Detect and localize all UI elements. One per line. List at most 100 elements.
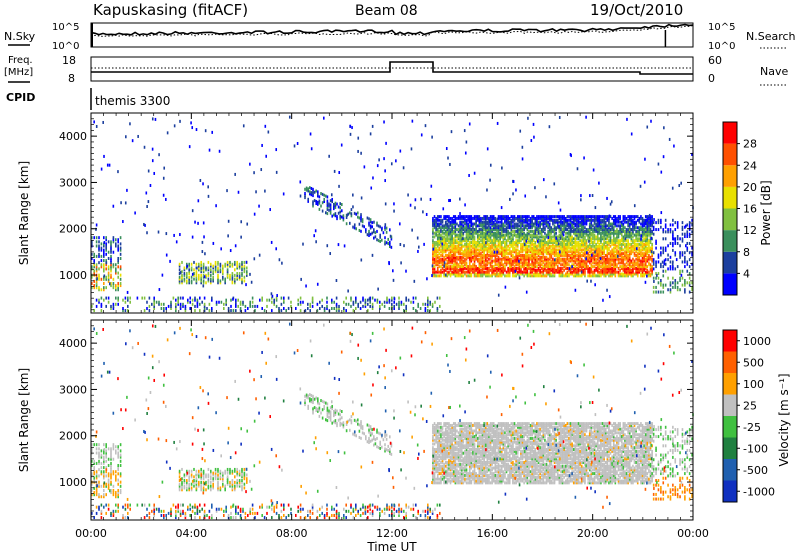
power-cell (643, 218, 645, 222)
power-cell (249, 302, 251, 306)
power-cell (590, 248, 593, 252)
power-cell (478, 265, 481, 269)
power-cell (526, 255, 529, 259)
power-cell (465, 231, 468, 235)
power-cell (449, 224, 452, 228)
power-cell (569, 241, 572, 245)
power-cell (558, 270, 561, 274)
power-cell (107, 265, 110, 269)
power-cell (627, 215, 629, 219)
power-cell (553, 228, 556, 232)
power-cell (269, 208, 271, 212)
power-cell (480, 233, 482, 237)
power-cell (646, 255, 649, 259)
power-cell (582, 231, 585, 235)
power-cell (547, 265, 549, 269)
power-cell (612, 266, 615, 270)
power-cell (488, 244, 490, 248)
power-cell (241, 273, 243, 277)
power-cell (641, 218, 644, 222)
power-cell (609, 239, 612, 243)
power-cell (537, 224, 540, 228)
power-cell (369, 224, 372, 228)
power-cell (584, 241, 586, 245)
power-cell (472, 263, 474, 267)
power-cell (579, 246, 581, 250)
power-cell (561, 237, 564, 241)
power-cell (454, 216, 457, 220)
power-cell (405, 309, 407, 313)
power-cell (564, 228, 567, 232)
power-cell (648, 274, 650, 278)
power-cell (534, 259, 537, 263)
power-cell (497, 226, 500, 230)
power-cell (539, 231, 541, 235)
power-cell (444, 215, 447, 219)
power-cell (504, 261, 506, 265)
power-cell (470, 252, 473, 256)
power-cell (93, 309, 95, 313)
power-cell (612, 246, 615, 250)
power-cell (572, 268, 575, 272)
power-cell (550, 229, 553, 233)
power-cell (492, 226, 495, 230)
power-cell (465, 220, 468, 224)
power-cell (691, 285, 693, 289)
power-cell (672, 237, 675, 241)
power-cell (486, 241, 489, 245)
power-cell (385, 226, 388, 230)
power-cell (432, 268, 434, 272)
power-cell (489, 274, 492, 278)
power-cell (532, 235, 535, 239)
power-cell (504, 268, 506, 272)
power-cell (438, 239, 441, 243)
station-title: Kapuskasing (fitACF) (93, 1, 248, 19)
power-cell (465, 257, 468, 261)
power-cell (513, 246, 516, 250)
power-cell (611, 242, 613, 246)
power-cell (609, 215, 612, 219)
power-cell (496, 220, 498, 224)
power-cell (657, 228, 660, 232)
power-cell (516, 215, 519, 219)
power-cell (208, 302, 211, 306)
power-cell (197, 268, 200, 272)
power-cell (516, 216, 519, 220)
power-cell (433, 250, 436, 254)
power-cell (299, 194, 302, 198)
power-cell (601, 244, 604, 248)
power-cell (456, 266, 458, 270)
power-cell (441, 253, 444, 257)
power-cell (200, 260, 202, 264)
power-cell (500, 266, 503, 270)
power-cell (185, 275, 188, 279)
power-cell (585, 218, 588, 222)
power-cell (587, 235, 589, 239)
power-cell (489, 241, 492, 245)
power-cell (456, 239, 458, 243)
power-cell (476, 253, 479, 257)
power-cell (548, 239, 551, 243)
power-cell (115, 284, 117, 288)
power-cell (326, 212, 329, 216)
power-cell (580, 270, 583, 274)
power-cell (608, 239, 610, 243)
power-cell (254, 304, 256, 308)
power-cell (547, 259, 549, 263)
power-cell (433, 261, 436, 265)
power-cell (112, 240, 115, 244)
power-cell (563, 239, 565, 243)
power-cell (444, 229, 447, 233)
power-cell (556, 239, 559, 243)
power-cell (95, 254, 98, 258)
power-cell (433, 235, 436, 239)
power-cell (280, 296, 283, 300)
power-cell (588, 222, 591, 226)
power-cell (603, 216, 605, 220)
power-cell (681, 283, 684, 287)
power-cell (550, 218, 553, 222)
power-cell (542, 226, 545, 230)
power-cell (465, 248, 468, 252)
power-cell (188, 145, 191, 149)
power-cell (229, 273, 231, 277)
